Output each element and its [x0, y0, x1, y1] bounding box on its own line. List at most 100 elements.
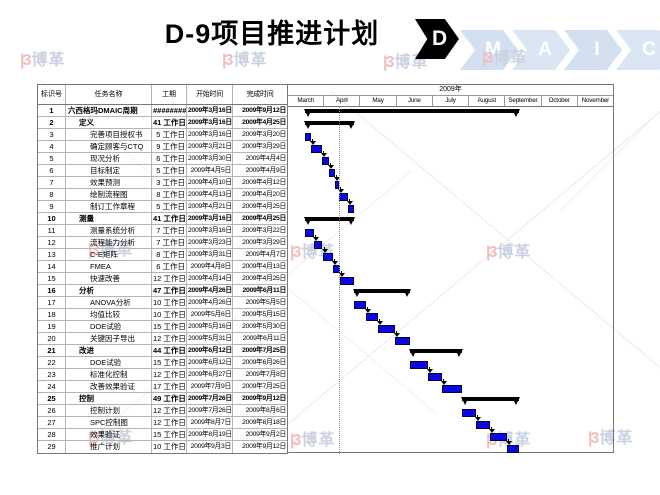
task-name-cell[interactable]: 制订工作章程 [66, 201, 152, 212]
gantt-bar-summary[interactable] [409, 349, 462, 353]
task-end-cell[interactable]: 2009年4月9日 [233, 165, 288, 176]
task-name-cell[interactable]: 均值比较 [66, 309, 152, 320]
task-id-cell[interactable]: 21 [38, 345, 66, 356]
task-duration-cell[interactable]: 17 工作日 [153, 381, 187, 392]
task-duration-cell[interactable]: 7 工作日 [152, 225, 187, 236]
task-name-cell[interactable]: DOE试验 [66, 321, 152, 332]
task-id-cell[interactable]: 6 [38, 165, 66, 176]
task-id-cell[interactable]: 11 [38, 225, 66, 236]
task-id-cell[interactable]: 5 [38, 153, 66, 164]
task-start-cell[interactable]: 2009年9月3日 [187, 441, 233, 453]
task-name-cell[interactable]: FMEA [66, 261, 152, 272]
task-end-cell[interactable]: 2009年3月22日 [233, 225, 288, 236]
task-start-cell[interactable]: 2009年5月6日 [187, 309, 233, 320]
task-duration-cell[interactable]: 12 工作日 [153, 405, 187, 416]
task-start-cell[interactable]: 2009年6月12日 [188, 357, 233, 368]
gantt-bar-task[interactable] [311, 145, 322, 153]
task-end-cell[interactable]: 2009年7月25日 [233, 345, 288, 356]
task-start-cell[interactable]: 2009年3月30日 [188, 153, 233, 164]
task-end-cell[interactable]: 2009年9月12日 [233, 105, 288, 116]
task-end-cell[interactable]: 2009年4月25日 [233, 117, 288, 128]
task-start-cell[interactable]: 2009年6月27日 [188, 369, 233, 380]
task-duration-cell[interactable]: 9 工作日 [152, 141, 187, 152]
task-duration-cell[interactable]: 10 工作日 [153, 297, 187, 308]
task-end-cell[interactable]: 2009年3月29日 [233, 237, 288, 248]
task-start-cell[interactable]: 2009年6月12日 [188, 345, 233, 356]
task-end-cell[interactable]: 2009年7月8日 [233, 369, 288, 380]
task-id-cell[interactable]: 3 [38, 129, 66, 140]
task-id-cell[interactable]: 9 [38, 201, 66, 212]
gantt-bar-task[interactable] [339, 277, 355, 285]
task-id-cell[interactable]: 27 [38, 417, 66, 428]
gantt-bar-task[interactable] [489, 433, 508, 441]
task-start-cell[interactable]: 2009年8月19日 [188, 429, 233, 440]
task-duration-cell[interactable]: 12 工作日 [153, 369, 187, 380]
task-duration-cell[interactable]: 15 工作日 [153, 321, 187, 332]
task-start-cell[interactable]: 2009年5月16日 [188, 321, 233, 332]
task-name-cell[interactable]: 绘制流程图 [66, 189, 152, 200]
task-start-cell[interactable]: 2009年4月13日 [188, 189, 233, 200]
task-start-cell[interactable]: 2009年4月26日 [188, 297, 233, 308]
task-start-cell[interactable]: 2009年7月26日 [188, 393, 233, 404]
task-start-cell[interactable]: 2009年4月21日 [188, 201, 233, 212]
gantt-bar-summary[interactable] [461, 397, 520, 401]
task-end-cell[interactable]: 2009年6月26日 [233, 357, 288, 368]
gantt-bar-task[interactable] [461, 409, 476, 417]
task-start-cell[interactable]: 2009年3月16日 [188, 213, 233, 224]
task-id-cell[interactable]: 29 [38, 441, 66, 453]
task-id-cell[interactable]: 26 [38, 405, 66, 416]
task-end-cell[interactable]: 2009年4月25日 [233, 273, 288, 284]
task-name-cell[interactable]: 推广计划 [66, 441, 152, 453]
task-name-cell[interactable]: C-E矩阵 [66, 249, 152, 260]
gantt-bar-task[interactable] [507, 445, 520, 453]
task-id-cell[interactable]: 14 [38, 261, 66, 272]
gantt-bar-task[interactable] [348, 205, 355, 213]
task-id-cell[interactable]: 7 [38, 177, 66, 188]
task-end-cell[interactable]: 2009年8月18日 [233, 417, 288, 428]
task-duration-cell[interactable]: 5 工作日 [152, 201, 187, 212]
task-duration-cell[interactable]: 12 工作日 [153, 417, 187, 428]
task-duration-cell[interactable]: 5 工作日 [152, 165, 187, 176]
task-id-cell[interactable]: 10 [38, 213, 66, 224]
gantt-bar-task[interactable] [305, 133, 312, 141]
gantt-bar-task[interactable] [366, 313, 378, 321]
gantt-bar-summary[interactable] [305, 217, 355, 221]
task-name-cell[interactable]: 效果验证 [66, 429, 152, 440]
task-duration-cell[interactable]: 44 工作日 [153, 345, 187, 356]
task-id-cell[interactable]: 4 [38, 141, 66, 152]
task-id-cell[interactable]: 16 [38, 285, 66, 296]
task-end-cell[interactable]: 2009年5月5日 [233, 297, 288, 308]
task-id-cell[interactable]: 18 [38, 309, 66, 320]
gantt-bar-task[interactable] [395, 337, 410, 345]
task-duration-cell[interactable]: 8 工作日 [152, 249, 187, 260]
task-name-cell[interactable]: 标准化控制 [66, 369, 152, 380]
task-name-cell[interactable]: 控制 [66, 393, 152, 404]
task-end-cell[interactable]: 2009年9月12日 [233, 393, 288, 404]
task-name-cell[interactable]: 改进 [66, 345, 152, 356]
task-duration-cell[interactable]: 6 工作日 [152, 261, 187, 272]
task-start-cell[interactable]: 2009年4月14日 [188, 273, 233, 284]
task-name-cell[interactable]: 流程能力分析 [66, 237, 152, 248]
task-duration-cell[interactable]: 8 工作日 [152, 189, 187, 200]
task-duration-cell[interactable]: 3 工作日 [152, 177, 187, 188]
gantt-bar-task[interactable] [334, 181, 339, 189]
task-end-cell[interactable]: 2009年4月12日 [233, 177, 288, 188]
task-name-cell[interactable]: ANOVA分析 [66, 297, 152, 308]
task-end-cell[interactable]: 2009年6月11日 [233, 333, 288, 344]
gantt-bar-task[interactable] [328, 169, 335, 177]
task-name-cell[interactable]: 确定顾客与CTQ [66, 141, 152, 152]
task-name-cell[interactable]: 六西格玛DMAIC周期 [66, 105, 152, 116]
task-start-cell[interactable]: 2009年3月31日 [188, 249, 233, 260]
gantt-bar-task[interactable] [377, 325, 396, 333]
gantt-bar-task[interactable] [441, 385, 462, 393]
gantt-bar-task[interactable] [354, 301, 367, 309]
task-duration-cell[interactable]: ######### [153, 105, 187, 116]
task-id-cell[interactable]: 2 [38, 117, 66, 128]
task-id-cell[interactable]: 23 [38, 369, 66, 380]
task-start-cell[interactable]: 2009年7月9日 [187, 381, 233, 392]
task-start-cell[interactable]: 2009年3月16日 [188, 117, 233, 128]
task-id-cell[interactable]: 19 [38, 321, 66, 332]
task-name-cell[interactable]: 现况分析 [66, 153, 152, 164]
task-name-cell[interactable]: 控制计划 [66, 405, 152, 416]
task-end-cell[interactable]: 2009年9月12日 [233, 441, 288, 453]
